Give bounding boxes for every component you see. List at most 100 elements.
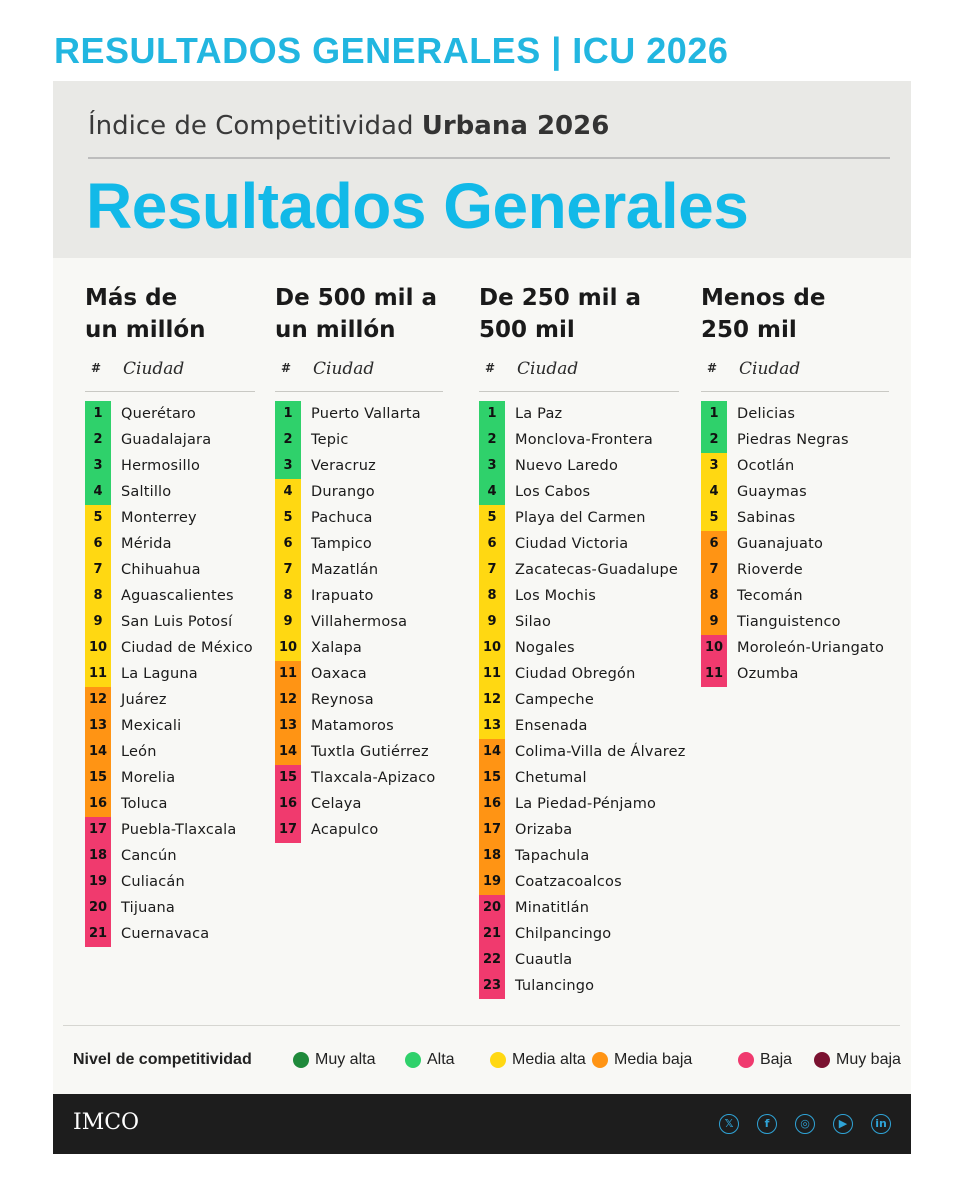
legend-dot-icon	[293, 1052, 309, 1068]
city-name: Guanajuato	[737, 536, 824, 552]
city-name: Hermosillo	[121, 458, 201, 474]
rank-badge: 8	[701, 583, 727, 609]
city-name: Tlaxcala-Apizaco	[311, 770, 436, 786]
city-name: Los Mochis	[515, 588, 596, 604]
rank-badge: 1	[85, 401, 111, 427]
rank-badge: 12	[479, 687, 505, 713]
legend-dot-icon	[405, 1052, 421, 1068]
rank-badge: 19	[85, 869, 111, 895]
rank-badge: 15	[275, 765, 301, 791]
legend-text: Muy baja	[836, 1051, 901, 1068]
rank-badge: 12	[275, 687, 301, 713]
city-name: Playa del Carmen	[515, 510, 646, 526]
city-name: Morelia	[121, 770, 176, 786]
legend-dot-icon	[490, 1052, 506, 1068]
city-header: Ciudad	[517, 359, 579, 379]
rank-badge: 7	[275, 557, 301, 583]
legend-text: Muy alta	[315, 1051, 376, 1068]
column-title: De 500 mil a un millón	[275, 282, 437, 346]
facebook-icon[interactable]: f	[757, 1114, 777, 1134]
city-name: Tianguistenco	[737, 614, 841, 630]
rank-badge: 2	[85, 427, 111, 453]
rank-badge: 6	[701, 531, 727, 557]
instagram-icon[interactable]: ◎	[795, 1114, 815, 1134]
linkedin-icon[interactable]: in	[871, 1114, 891, 1134]
rank-badge: 13	[85, 713, 111, 739]
rank-badge: 9	[701, 609, 727, 635]
results-card: Índice de Competitividad Urbana 2026 Res…	[53, 81, 911, 1154]
subtitle-bold: Urbana 2026	[421, 111, 610, 141]
rank-badge: 11	[479, 661, 505, 687]
rank-badge: 2	[701, 427, 727, 453]
results-title: Resultados Generales	[86, 170, 749, 242]
column-title-line-2: un millón	[85, 317, 206, 343]
rank-badge: 14	[85, 739, 111, 765]
city-name: La Piedad-Pénjamo	[515, 796, 657, 812]
rank-badge: 9	[275, 609, 301, 635]
city-name: Tampico	[311, 536, 372, 552]
rank-badge: 10	[85, 635, 111, 661]
rank-badge: 5	[701, 505, 727, 531]
rank-badge: 7	[85, 557, 111, 583]
rank-badge: 4	[479, 479, 505, 505]
column-title-line-1: Más de	[85, 285, 178, 311]
rank-badge: 21	[479, 921, 505, 947]
city-name: Toluca	[121, 796, 168, 812]
city-name: Ozumba	[737, 666, 799, 682]
rank-badge: 18	[85, 843, 111, 869]
index-subtitle: Índice de Competitividad Urbana 2026	[88, 111, 609, 141]
city-name: Tapachula	[515, 848, 590, 864]
city-name: Irapuato	[311, 588, 374, 604]
rank-badge: 6	[85, 531, 111, 557]
city-name: Tecomán	[737, 588, 803, 604]
city-name: Tepic	[311, 432, 349, 448]
rank-badge: 19	[479, 869, 505, 895]
city-name: Moroleón-Uriangato	[737, 640, 885, 656]
city-name: Colima-Villa de Álvarez	[515, 744, 686, 760]
city-name: Monclova-Frontera	[515, 432, 653, 448]
city-name: Villahermosa	[311, 614, 408, 630]
rank-badge: 1	[275, 401, 301, 427]
city-name: Puerto Vallarta	[311, 406, 421, 422]
youtube-icon[interactable]: ▶	[833, 1114, 853, 1134]
city-name: Ciudad Victoria	[515, 536, 629, 552]
legend-dot-icon	[814, 1052, 830, 1068]
city-name: Reynosa	[311, 692, 374, 708]
city-name: Guadalajara	[121, 432, 212, 448]
x-icon[interactable]: 𝕏	[719, 1114, 739, 1134]
city-name: Xalapa	[311, 640, 363, 656]
city-header: Ciudad	[313, 359, 375, 379]
rank-badge: 20	[85, 895, 111, 921]
rank-header: #	[281, 361, 292, 375]
rank-badge: 14	[479, 739, 505, 765]
city-header: Ciudad	[739, 359, 801, 379]
city-name: Tijuana	[121, 900, 176, 916]
city-name: Juárez	[121, 692, 167, 708]
rank-badge: 17	[479, 817, 505, 843]
rank-header: #	[91, 361, 102, 375]
legend-label: Nivel de competitividad	[73, 1051, 252, 1068]
header-divider	[88, 157, 890, 159]
city-name: Minatitlán	[515, 900, 590, 916]
city-name: Nuevo Laredo	[515, 458, 619, 474]
city-name: Celaya	[311, 796, 362, 812]
rank-badge: 20	[479, 895, 505, 921]
legend-dot-icon	[738, 1052, 754, 1068]
rank-badge: 4	[701, 479, 727, 505]
city-name: Nogales	[515, 640, 575, 656]
rank-badge: 10	[701, 635, 727, 661]
rank-badge: 12	[85, 687, 111, 713]
rank-badge: 8	[85, 583, 111, 609]
rank-badge: 23	[479, 973, 505, 999]
city-name: Rioverde	[737, 562, 803, 578]
column-title: Menos de 250 mil	[701, 282, 825, 346]
rank-badge: 9	[85, 609, 111, 635]
city-name: Chihuahua	[121, 562, 201, 578]
city-name: Tuxtla Gutiérrez	[311, 744, 429, 760]
city-name: Cuernavaca	[121, 926, 210, 942]
rank-badge: 1	[701, 401, 727, 427]
legend-text: Alta	[427, 1051, 455, 1068]
rank-badge: 3	[701, 453, 727, 479]
city-name: Zacatecas-Guadalupe	[515, 562, 679, 578]
